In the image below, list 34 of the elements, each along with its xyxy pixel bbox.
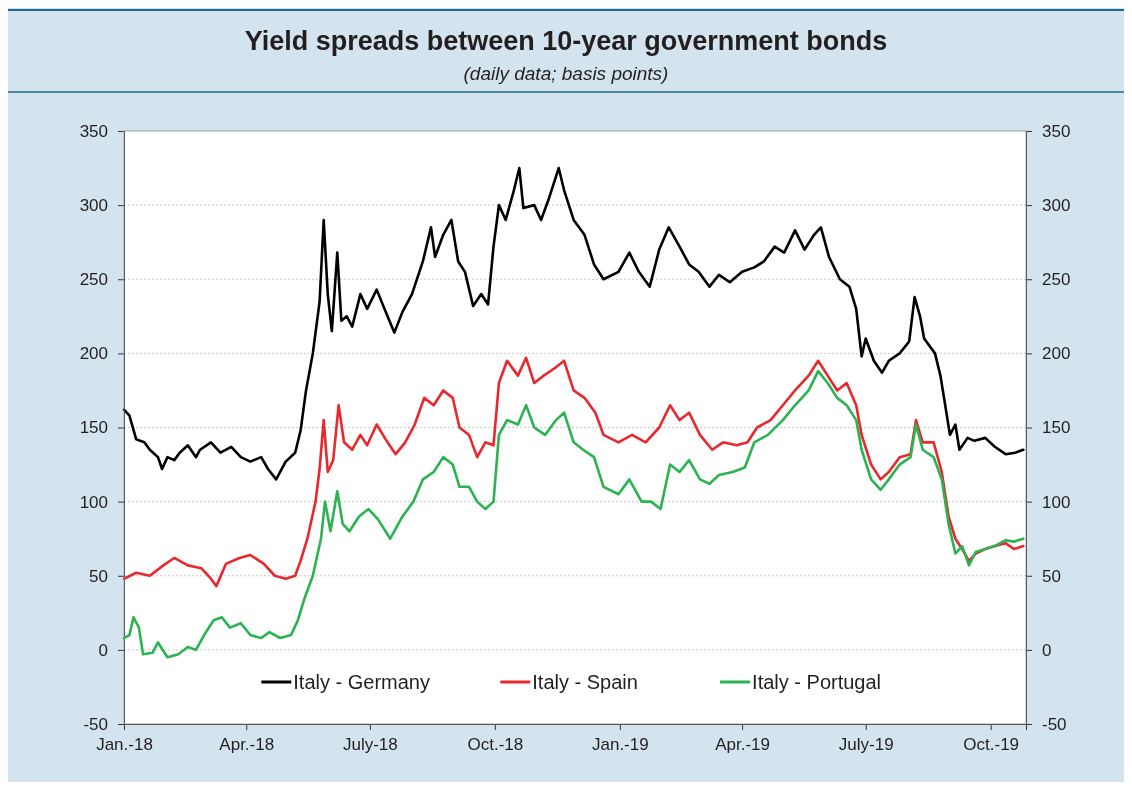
legend-label: Italy - Germany: [293, 671, 430, 693]
line-series: [122, 166, 1025, 481]
x-tick-label: Jan.-18: [96, 735, 153, 755]
y-tick-label: 0: [98, 640, 108, 660]
x-tick-label: July-18: [342, 735, 398, 755]
y2-tick-label: 300: [1042, 196, 1071, 216]
y2-tick-label: 250: [1042, 270, 1071, 290]
y-tick-label: 150: [79, 418, 108, 438]
y2-tick-label: 100: [1042, 492, 1071, 512]
y-tick-label: 250: [79, 270, 108, 290]
x-tick-label: Apr.-18: [219, 735, 275, 755]
y-tick-label: 50: [89, 566, 108, 586]
y2-tick-label: 0: [1042, 640, 1052, 660]
y-tick-label: 200: [79, 344, 108, 364]
x-tick-label: July-19: [838, 735, 894, 755]
line-series: [122, 356, 1025, 588]
x-tick-label: Apr.-19: [715, 735, 770, 755]
legend-label: Italy - Portugal: [752, 671, 882, 693]
x-tick-label: Oct.-19: [963, 735, 1020, 755]
y2-tick-label: -50: [1042, 714, 1067, 734]
y2-tick-label: 200: [1042, 344, 1071, 364]
y-tick-label: 350: [79, 121, 108, 141]
y2-tick-label: 350: [1042, 121, 1071, 141]
x-tick-label: Oct.-18: [467, 735, 524, 755]
y-tick-label: -50: [83, 714, 108, 734]
line-series: [122, 369, 1025, 659]
y-tick-label: 100: [79, 492, 108, 512]
chart-subtitle: (daily data; basis points): [463, 63, 669, 84]
chart-title: Yield spreads between 10-year government bonds: [244, 26, 888, 56]
y-tick-label: 300: [79, 196, 108, 216]
y2-tick-label: 150: [1042, 418, 1071, 438]
x-tick-label: Jan.-19: [591, 735, 649, 755]
y2-tick-label: 50: [1042, 566, 1061, 586]
legend-label: Italy - Spain: [532, 671, 638, 693]
